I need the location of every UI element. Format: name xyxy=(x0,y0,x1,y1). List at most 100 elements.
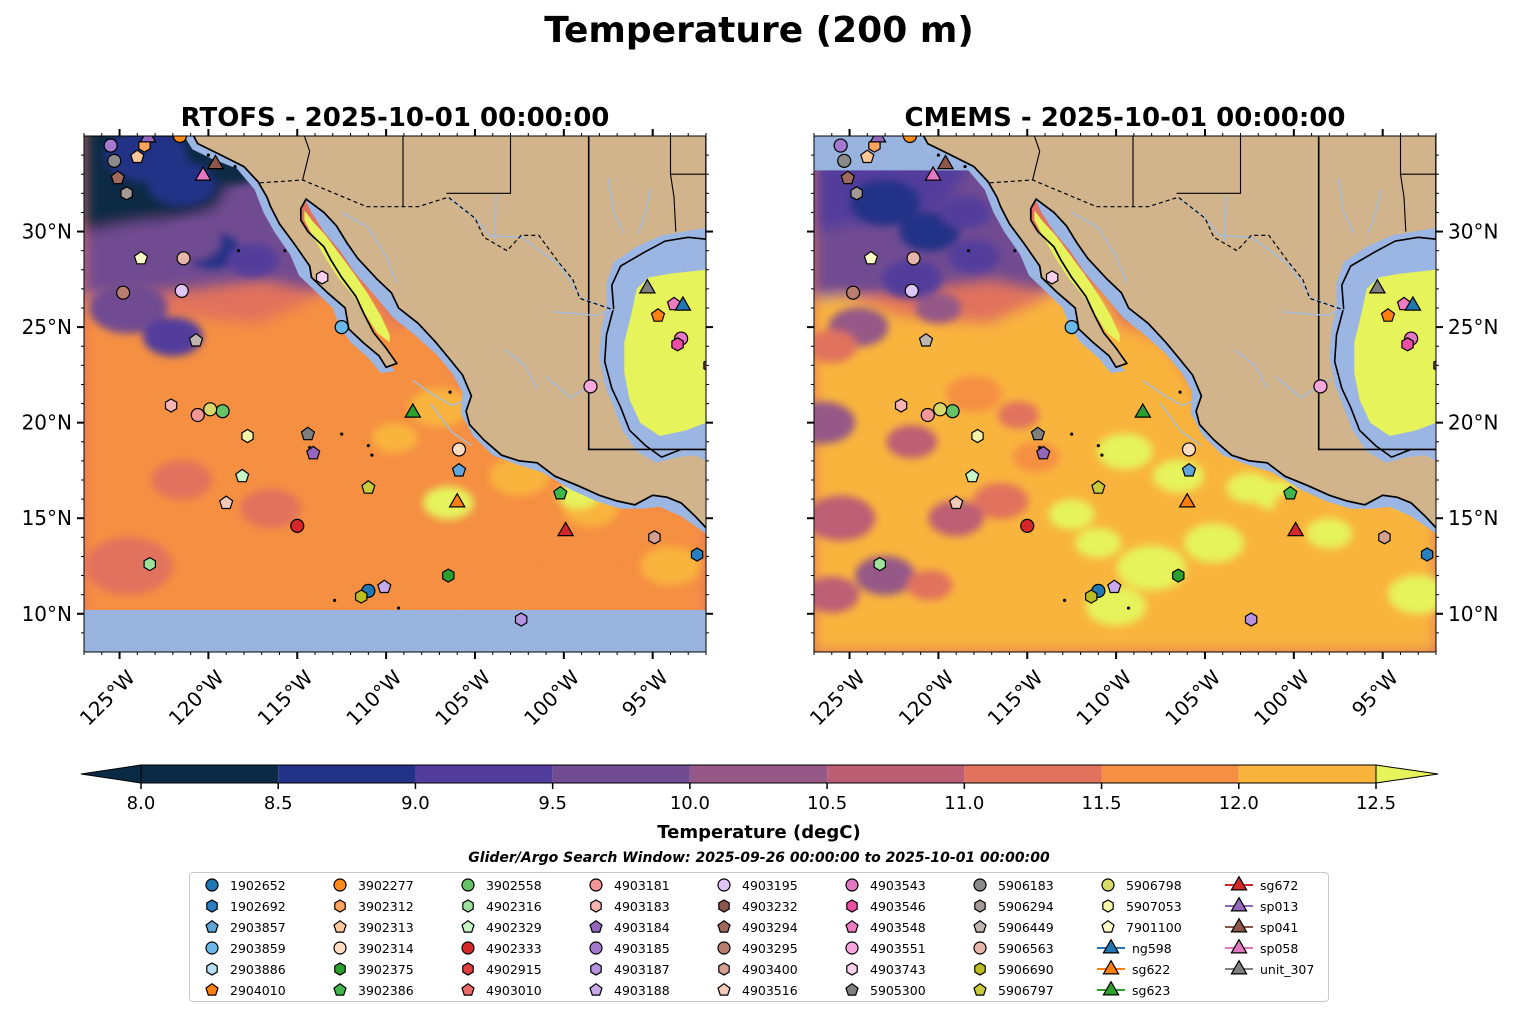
legend-marker xyxy=(334,899,346,913)
hexagon-marker-icon xyxy=(974,899,986,913)
legend-item-3902314: 3902314 xyxy=(328,938,414,958)
legend-label: 4903543 xyxy=(870,877,926,893)
legend-item-3902375: 3902375 xyxy=(328,959,414,979)
colorbar-bin xyxy=(1101,765,1239,783)
marker-2903886 xyxy=(1439,292,1450,305)
marker-4903232 xyxy=(703,360,706,371)
marker-4902333 xyxy=(290,518,305,533)
state-border xyxy=(302,136,311,181)
legend-label: 4903010 xyxy=(486,982,542,998)
pentagon-marker-icon xyxy=(461,919,475,933)
legend-marker xyxy=(974,899,986,913)
island xyxy=(370,453,374,457)
country-border xyxy=(989,179,1344,311)
island xyxy=(366,444,370,448)
colorbar-bin xyxy=(827,765,965,783)
x-tick-label: 100°W xyxy=(519,665,584,730)
pentagon-marker-icon xyxy=(333,919,347,933)
legend-label: 4902329 xyxy=(486,919,542,935)
legend-label: 5906449 xyxy=(998,919,1054,935)
legend-item-3902313: 3902313 xyxy=(328,917,414,937)
marker-3902386 xyxy=(1283,485,1298,500)
sst-eddy xyxy=(1039,367,1086,398)
hexagon-marker-icon xyxy=(718,899,730,913)
marker-2904010 xyxy=(1380,308,1396,322)
sst-eddy xyxy=(906,570,953,601)
legend-item-4903546: 4903546 xyxy=(840,896,926,916)
pentagon-marker-icon xyxy=(845,919,859,933)
legend-item-4903548: 4903548 xyxy=(840,917,926,937)
pentagon-marker-icon xyxy=(205,982,219,996)
sst-eddy xyxy=(451,557,535,613)
hexagon-marker-icon xyxy=(590,899,602,913)
axis-ticks xyxy=(77,129,713,659)
sst-eddy xyxy=(160,221,221,261)
marker-4903188 xyxy=(1107,579,1122,594)
sst-eddy xyxy=(928,500,984,537)
marker-4903184 xyxy=(1036,445,1051,460)
colorbar-tick-label: 11.0 xyxy=(944,793,984,814)
legend-item-7901100: 7901100 xyxy=(1096,917,1182,937)
sst-eddy xyxy=(422,486,474,520)
triangle-marker-icon xyxy=(1225,896,1253,912)
marker-4903232 xyxy=(1433,360,1436,371)
legend-label: 4903232 xyxy=(742,898,798,914)
legend-marker xyxy=(461,982,475,996)
marker-ng598 xyxy=(1404,295,1422,311)
x-tick-label: 120°W xyxy=(894,665,959,730)
legend-label: 1902692 xyxy=(230,898,286,914)
legend-marker xyxy=(973,878,987,892)
sst-eddy xyxy=(939,195,991,230)
colorbar-tick-label: 10.0 xyxy=(670,793,710,814)
legend-item-1902652: 1902652 xyxy=(200,875,286,895)
legend-marker xyxy=(1230,917,1248,933)
legend-item-4903181: 4903181 xyxy=(584,875,670,895)
sst-eddy xyxy=(1217,587,1264,618)
colorbar-tick-label: 9.0 xyxy=(401,793,430,814)
circle-marker-icon xyxy=(717,941,731,955)
marker-4903400 xyxy=(1378,530,1391,545)
legend-label: 5907053 xyxy=(1126,898,1182,914)
sst-eddy xyxy=(227,243,279,277)
legend-label: 2903886 xyxy=(230,961,286,977)
legend-label: 2903859 xyxy=(230,940,286,956)
marker-2903859 xyxy=(1064,320,1079,335)
sst-eddy xyxy=(151,460,212,500)
sst-eddy xyxy=(1117,545,1187,591)
island xyxy=(1013,249,1017,253)
marker-7901100 xyxy=(133,250,149,265)
sst-eddy xyxy=(1048,499,1095,530)
hexagon-marker-icon xyxy=(462,962,474,976)
marker-sp058 xyxy=(924,165,942,181)
legend-marker xyxy=(845,982,859,996)
marker-2903857 xyxy=(451,462,467,477)
state-border xyxy=(669,136,677,232)
legend-label: sg672 xyxy=(1260,877,1299,893)
legend-label: 4903181 xyxy=(614,877,670,893)
marker-3902558 xyxy=(215,404,230,419)
legend-marker xyxy=(205,941,219,955)
legend-label: 3902558 xyxy=(486,877,542,893)
y-tick-label: 25°N xyxy=(1448,315,1498,339)
sst-eddy xyxy=(881,259,942,299)
x-tick-label: 115°W xyxy=(983,665,1048,730)
legend-item-sp013: sp013 xyxy=(1224,896,1298,916)
legend-item-4903551: 4903551 xyxy=(840,938,926,958)
marker-unit_307 xyxy=(1368,278,1387,294)
island xyxy=(1100,453,1104,457)
y-tick-label: 30°N xyxy=(1448,220,1498,244)
legend-item-4903184: 4903184 xyxy=(584,917,670,937)
sst-eddy xyxy=(1130,485,1173,513)
legend-label: 4903551 xyxy=(870,940,926,956)
legend-label: 5906690 xyxy=(998,961,1054,977)
river xyxy=(1337,177,1355,234)
sst-eddy xyxy=(814,495,876,541)
legend-marker xyxy=(462,899,474,913)
y-tick-label: 10°N xyxy=(22,602,72,626)
colorbar-tick-label: 12.5 xyxy=(1356,793,1396,814)
colorbar-bin xyxy=(1238,765,1376,783)
legend-marker xyxy=(717,919,731,933)
panel-title: CMEMS - 2025-10-01 00:00:00 xyxy=(905,103,1346,133)
legend-label: 3902314 xyxy=(358,940,414,956)
triangle-marker-icon xyxy=(1225,875,1253,891)
